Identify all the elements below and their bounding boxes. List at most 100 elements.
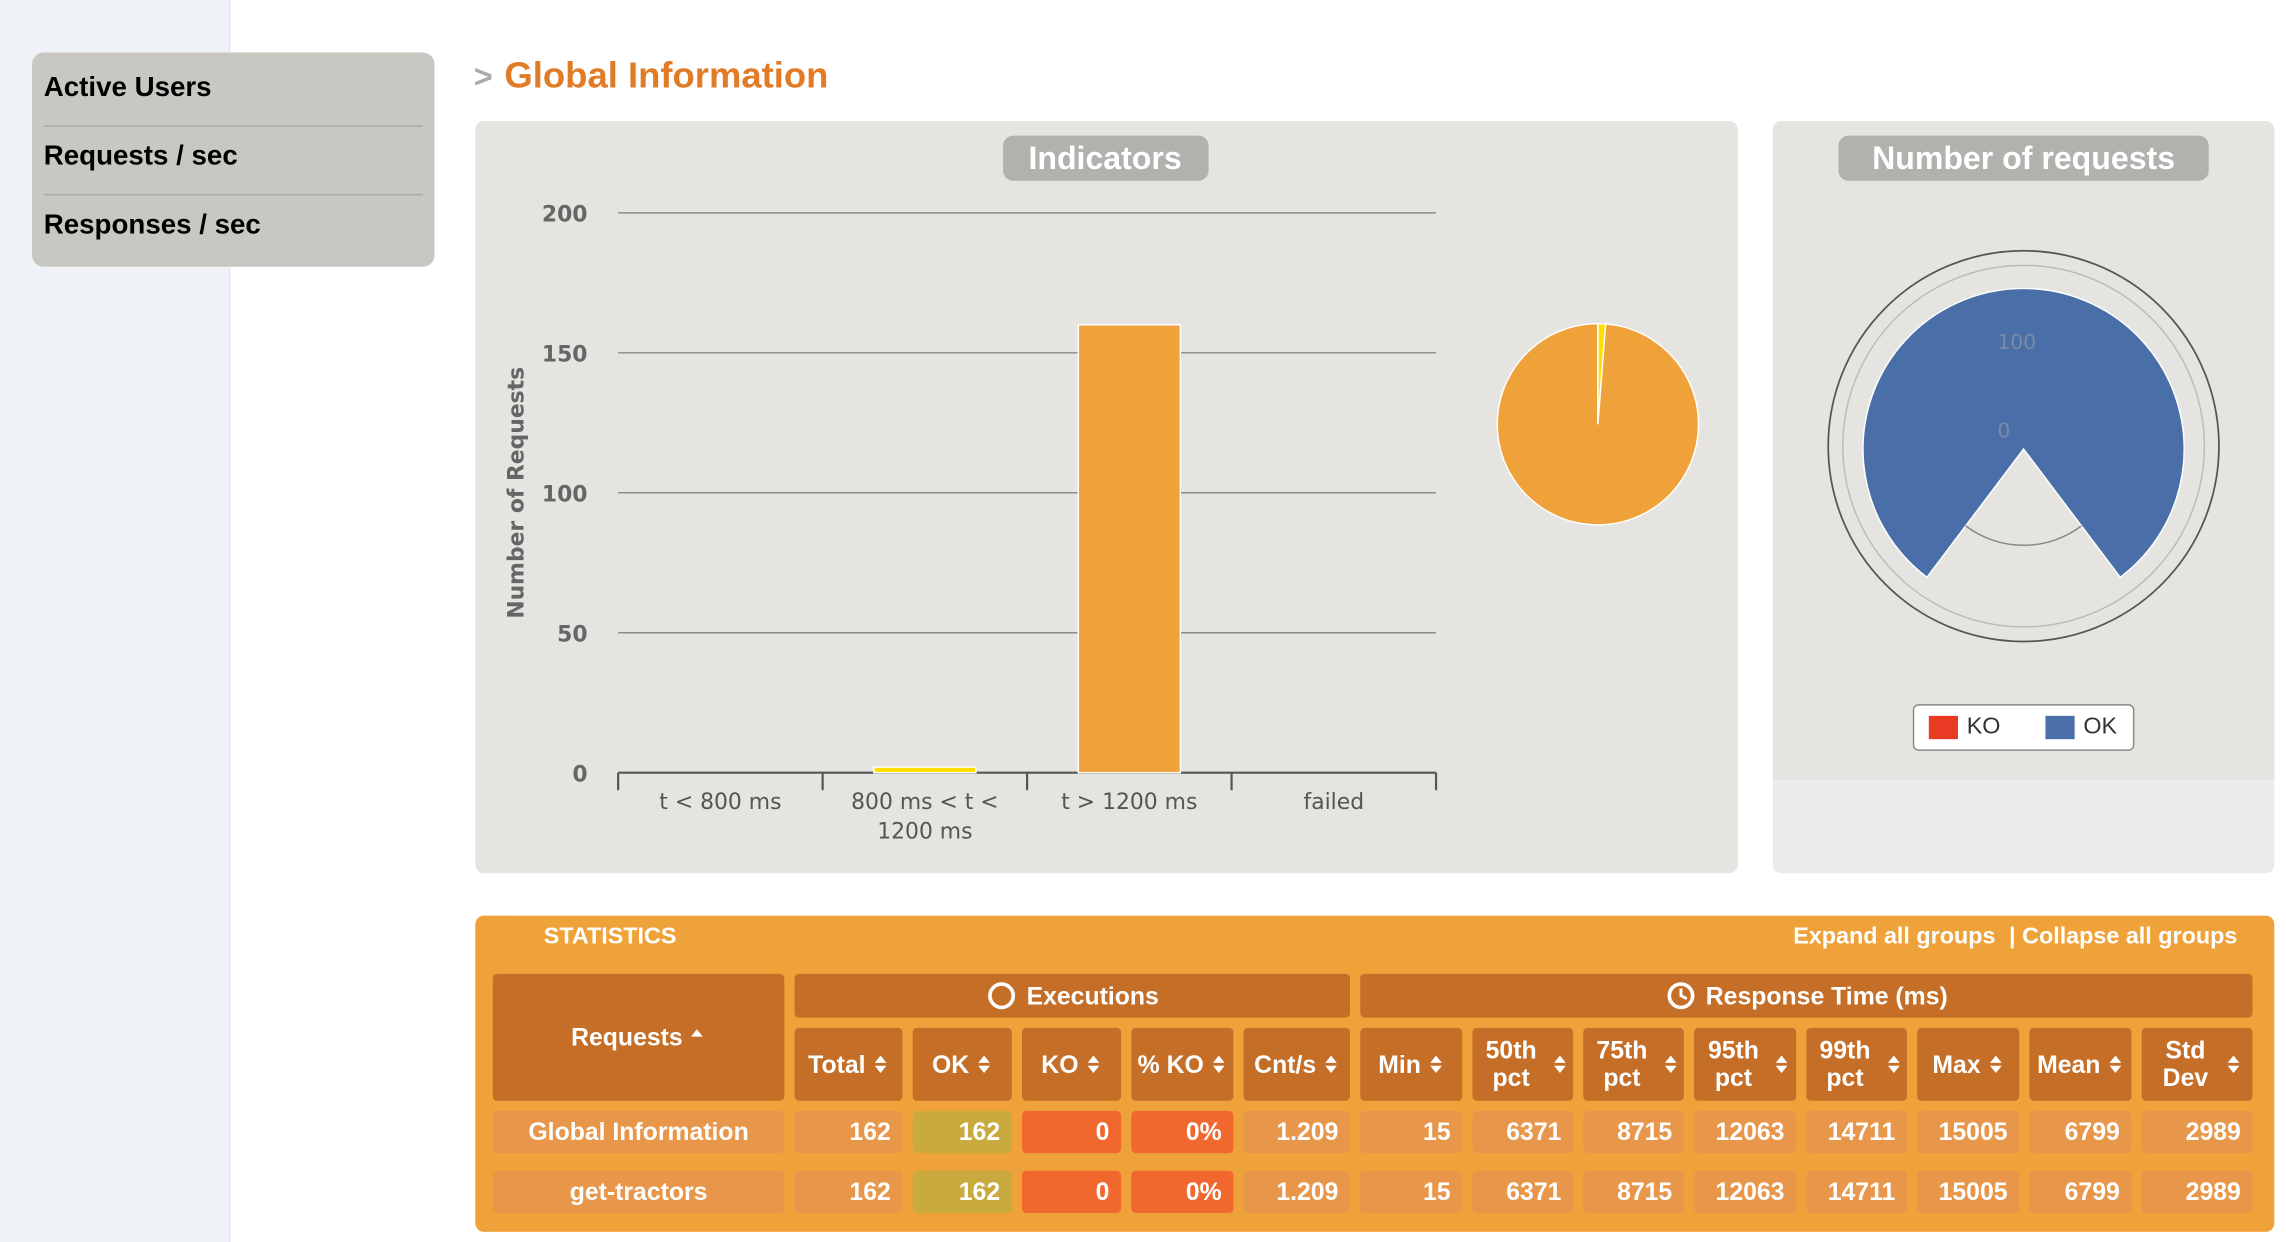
column-label[interactable]: Requests — [571, 1023, 683, 1052]
bar — [1077, 324, 1182, 774]
legend-label[interactable]: KO — [1966, 714, 2001, 740]
sort-icon[interactable] — [2106, 1054, 2123, 1074]
column-label[interactable]: 99th pct — [1819, 1036, 1871, 1092]
column-label[interactable]: % KO — [1137, 1050, 1204, 1079]
stat-value: 15 — [1360, 1170, 1463, 1213]
stat-value: 8715 — [1583, 1170, 1684, 1213]
sort-icon[interactable] — [2225, 1054, 2242, 1074]
stat-value: 12063 — [1694, 1110, 1797, 1154]
sort-up — [1775, 1055, 1788, 1063]
sort-down — [1553, 1065, 1566, 1074]
sort-down — [2109, 1065, 2121, 1074]
column-header[interactable]: Std Dev — [2141, 1027, 2253, 1101]
column-header[interactable]: OK — [912, 1027, 1012, 1101]
request-name[interactable]: Global Information — [492, 1110, 785, 1154]
sort-up — [1664, 1055, 1676, 1063]
stat-value: 162 — [794, 1170, 903, 1213]
expand-link[interactable]: Expand all groups — [1793, 924, 1996, 950]
stat-value: 6371 — [1472, 1110, 1574, 1154]
gauge-outer — [1827, 249, 2220, 643]
sort-icon[interactable] — [1322, 1054, 1339, 1074]
legend-swatch[interactable] — [2045, 715, 2075, 740]
column-label[interactable]: Min — [1378, 1050, 1421, 1079]
sort-icon[interactable] — [1084, 1054, 1101, 1074]
stat-value: 162 — [794, 1110, 903, 1154]
column-header[interactable]: KO — [1021, 1027, 1122, 1101]
column-header[interactable]: Requests — [492, 973, 785, 1101]
sort-icon[interactable] — [1986, 1054, 2003, 1074]
sort-icon[interactable] — [975, 1054, 992, 1074]
radial-tick-label: 0 — [1997, 418, 2010, 442]
y-tick-label: 200 — [542, 203, 588, 228]
gauge-inner — [1842, 264, 2206, 628]
column-label[interactable]: 50th pct — [1485, 1036, 1537, 1092]
column-label[interactable]: OK — [931, 1050, 970, 1079]
column-label[interactable]: Total — [808, 1050, 866, 1079]
column-label[interactable]: Std Dev — [2162, 1036, 2209, 1092]
sort-up — [977, 1055, 990, 1063]
column-label[interactable]: 75th pct — [1596, 1036, 1648, 1092]
stat-value: 2989 — [2141, 1170, 2253, 1213]
icon-ring — [1667, 982, 1695, 1010]
sort-up — [1989, 1055, 2002, 1063]
sort-up — [1212, 1055, 1225, 1063]
sort-icon[interactable] — [1661, 1054, 1678, 1074]
column-header[interactable]: Mean — [2029, 1027, 2132, 1101]
stat-value: 162 — [912, 1170, 1012, 1213]
sort-icon[interactable] — [1210, 1054, 1227, 1074]
collapse-link[interactable]: Collapse all groups — [2022, 924, 2238, 950]
column-header[interactable]: 75th pct — [1583, 1027, 1684, 1101]
sort-down — [2227, 1065, 2240, 1074]
sort-up — [1553, 1055, 1566, 1063]
y-tick-label: 150 — [542, 343, 588, 368]
sort-down — [1429, 1065, 1442, 1074]
x-tick-label: failed — [1303, 788, 1365, 815]
statistics-title: STATISTICS — [543, 924, 677, 950]
menu-item[interactable]: Active Users — [43, 72, 212, 104]
column-header[interactable]: 50th pct — [1472, 1027, 1574, 1101]
group-icon — [988, 982, 1016, 1010]
stat-value: 0% — [1131, 1110, 1234, 1154]
column-header[interactable]: 95th pct — [1694, 1027, 1797, 1101]
menu-item[interactable]: Requests / sec — [43, 141, 238, 173]
polar-column — [1862, 287, 2185, 579]
sort-icon[interactable] — [871, 1054, 888, 1074]
column-label[interactable]: Cnt/s — [1254, 1050, 1317, 1079]
sort-icon[interactable] — [1884, 1054, 1901, 1074]
column-label[interactable]: Max — [1932, 1050, 1981, 1079]
y-tick-label: 0 — [572, 762, 587, 787]
x-tick-label: t > 1200 ms — [1061, 788, 1198, 815]
column-label[interactable]: Mean — [2037, 1050, 2101, 1079]
sort-icon[interactable] — [1427, 1054, 1444, 1074]
column-header[interactable]: Total — [794, 1027, 903, 1101]
column-label[interactable]: 95th pct — [1707, 1036, 1759, 1092]
stat-value: 6371 — [1472, 1170, 1574, 1213]
column-label[interactable]: KO — [1041, 1050, 1079, 1079]
column-header[interactable]: Min — [1360, 1027, 1463, 1101]
stat-value: 15005 — [1917, 1110, 2020, 1154]
sort-down — [1664, 1065, 1676, 1074]
sort-icon[interactable] — [1773, 1054, 1790, 1074]
column-header[interactable]: Cnt/s — [1243, 1027, 1351, 1101]
sort-down — [1324, 1065, 1337, 1074]
page-title: Global Information — [504, 55, 829, 97]
sort-icon[interactable] — [689, 1027, 706, 1047]
sort-down — [1775, 1065, 1788, 1074]
legend-swatch[interactable] — [1928, 715, 1958, 740]
stat-value: 2989 — [2141, 1110, 2253, 1154]
column-header[interactable]: 99th pct — [1806, 1027, 1907, 1101]
stat-value: 15005 — [1917, 1170, 2020, 1213]
sort-icon[interactable] — [1550, 1054, 1567, 1074]
menu-item[interactable]: Responses / sec — [43, 209, 261, 241]
panel-title: Number of requests — [1838, 135, 2209, 181]
legend-label[interactable]: OK — [2083, 714, 2118, 740]
sort-down — [874, 1065, 886, 1074]
sort-down — [1989, 1065, 2002, 1074]
stat-value: 8715 — [1583, 1110, 1684, 1154]
stat-value: 15 — [1360, 1110, 1463, 1154]
column-header[interactable]: % KO — [1131, 1027, 1234, 1101]
column-header[interactable]: Max — [1917, 1027, 2020, 1101]
request-name[interactable]: get-tractors — [492, 1170, 785, 1213]
